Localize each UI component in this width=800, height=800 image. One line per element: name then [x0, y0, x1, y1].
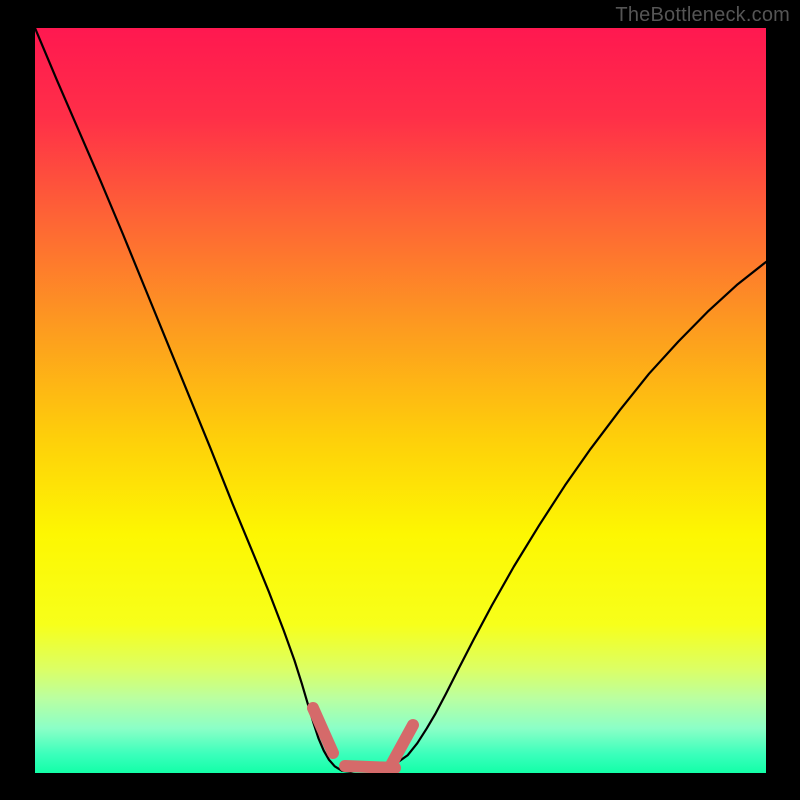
watermark-text: TheBottleneck.com [615, 4, 790, 27]
bottleneck-curve-chart [35, 28, 766, 773]
gradient-background [35, 28, 766, 773]
chart-frame: TheBottleneck.com [0, 0, 800, 800]
